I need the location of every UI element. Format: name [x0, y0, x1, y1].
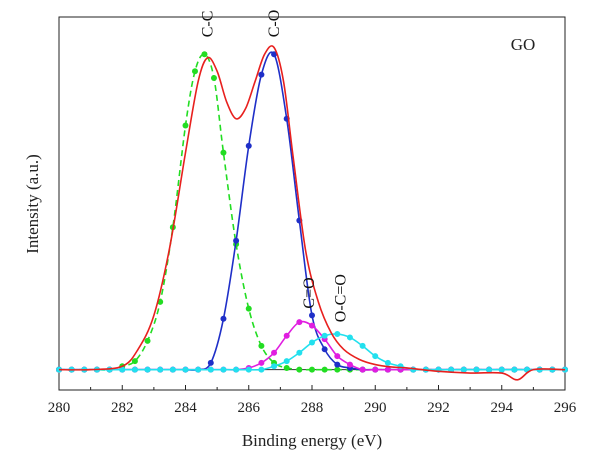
data-point — [486, 366, 493, 373]
data-point — [258, 71, 265, 78]
peak-label: C=O — [301, 277, 318, 308]
series-line — [59, 51, 565, 371]
data-point — [131, 366, 138, 373]
x-tick-label: 286 — [238, 400, 261, 416]
data-point — [157, 366, 164, 373]
data-point — [207, 359, 214, 366]
data-point — [144, 366, 151, 373]
data-point — [271, 349, 278, 356]
data-point — [346, 361, 353, 368]
series-line — [59, 53, 565, 371]
envelope-layer — [58, 45, 566, 381]
data-point — [191, 68, 198, 75]
data-point — [271, 363, 278, 370]
data-point — [384, 359, 391, 366]
data-point — [119, 366, 126, 373]
plot-frame — [58, 16, 566, 391]
data-point — [372, 366, 379, 373]
x-tick-label: 292 — [427, 400, 450, 416]
data-point — [245, 366, 252, 373]
series-layer — [56, 51, 568, 373]
data-point — [321, 346, 328, 353]
data-point — [384, 366, 391, 373]
data-point — [271, 51, 278, 58]
data-point — [359, 342, 366, 349]
peak-label: O-C=O — [333, 274, 350, 322]
peak-label: C-O — [266, 10, 283, 38]
data-point — [511, 366, 518, 373]
data-point — [321, 366, 328, 373]
data-point — [220, 315, 227, 322]
data-point — [296, 319, 303, 326]
x-tick-label: 282 — [111, 400, 134, 416]
data-point — [283, 332, 290, 339]
data-point — [245, 305, 252, 312]
data-point — [210, 75, 217, 82]
x-axis-label: Binding energy (eV) — [242, 431, 382, 450]
peak-labels: C-C C-O C=O O-C=O — [200, 10, 350, 322]
data-point — [309, 339, 315, 346]
sample-label: GO — [511, 35, 536, 54]
data-point — [372, 353, 379, 360]
data-point — [334, 353, 341, 360]
data-point — [359, 366, 366, 373]
peak-label: C-C — [200, 11, 217, 38]
data-point — [169, 366, 176, 373]
data-point — [460, 366, 467, 373]
data-point — [346, 334, 353, 341]
data-point — [258, 366, 265, 373]
data-point — [201, 51, 208, 58]
data-point — [220, 149, 227, 156]
y-axis-label: Intensity (a.u.) — [23, 154, 42, 254]
x-tick-label: 288 — [301, 400, 324, 416]
data-point — [207, 366, 214, 373]
data-point — [296, 366, 303, 373]
data-point — [321, 332, 328, 339]
series-o-c-o — [56, 331, 568, 373]
data-point — [144, 337, 151, 344]
data-point — [195, 366, 202, 373]
series-line — [59, 333, 565, 371]
data-point — [473, 366, 480, 373]
data-point — [182, 122, 189, 129]
data-point — [283, 358, 290, 365]
data-point — [296, 349, 303, 356]
data-point — [233, 366, 240, 373]
data-point — [309, 312, 315, 319]
x-axis-ticks: 280 282 284 286 288 290 292 294 296 — [48, 385, 577, 416]
series-c-o — [56, 319, 568, 373]
data-point — [233, 237, 240, 244]
x-tick-label: 280 — [48, 400, 71, 416]
data-point — [245, 142, 252, 149]
data-point — [182, 366, 189, 373]
x-tick-label: 284 — [174, 400, 197, 416]
data-point — [309, 366, 315, 373]
data-point — [258, 359, 265, 366]
data-point — [448, 366, 455, 373]
data-point — [283, 364, 290, 371]
data-point — [334, 331, 341, 338]
data-point — [334, 361, 341, 368]
x-tick-label: 290 — [364, 400, 387, 416]
data-point — [258, 342, 265, 349]
x-tick-label: 294 — [491, 400, 514, 416]
data-point — [309, 322, 315, 329]
data-point — [131, 358, 138, 365]
envelope-line — [58, 45, 566, 381]
data-point — [220, 366, 227, 373]
x-tick-label: 296 — [554, 400, 577, 416]
data-point — [498, 366, 505, 373]
data-point — [334, 366, 341, 373]
